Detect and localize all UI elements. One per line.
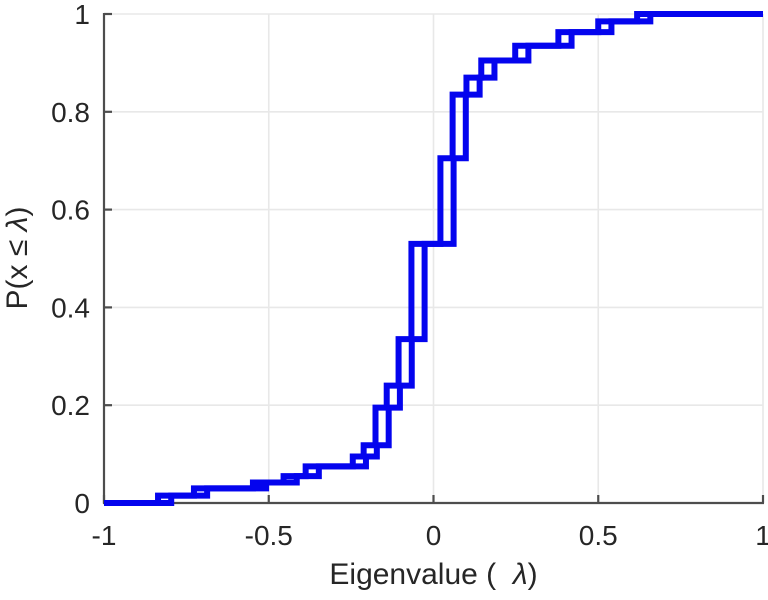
y-tick-label: 1 [74, 0, 90, 30]
y-tick-label: 0.4 [51, 292, 90, 323]
eigenvalue-ecdf-2-line [104, 11, 763, 506]
x-axis-label: Eigenvalue ( λ) [104, 558, 763, 592]
x-tick-label: 1 [755, 520, 768, 551]
y-axis-label-lambda: λ [1, 216, 34, 232]
y-tick-label: 0.2 [51, 390, 90, 421]
x-tick-label: 0.5 [579, 520, 618, 551]
y-axis-label-suffix: ) [1, 206, 34, 217]
y-tick-label: 0.8 [51, 97, 90, 128]
x-axis-label-lambda: λ [512, 558, 528, 591]
y-tick-label: 0 [74, 488, 90, 519]
y-axis-label: P(x ≤ λ) [1, 178, 34, 338]
x-tick-label: -1 [92, 520, 117, 551]
y-tick-label: 0.6 [51, 195, 90, 226]
x-tick-label: -0.5 [245, 520, 293, 551]
x-tick-label: 0 [426, 520, 442, 551]
y-axis-label-text: P(x ≤ [1, 231, 34, 310]
x-axis-label-text: Eigenvalue ( [329, 558, 513, 591]
x-axis-label-suffix: ) [527, 558, 538, 591]
